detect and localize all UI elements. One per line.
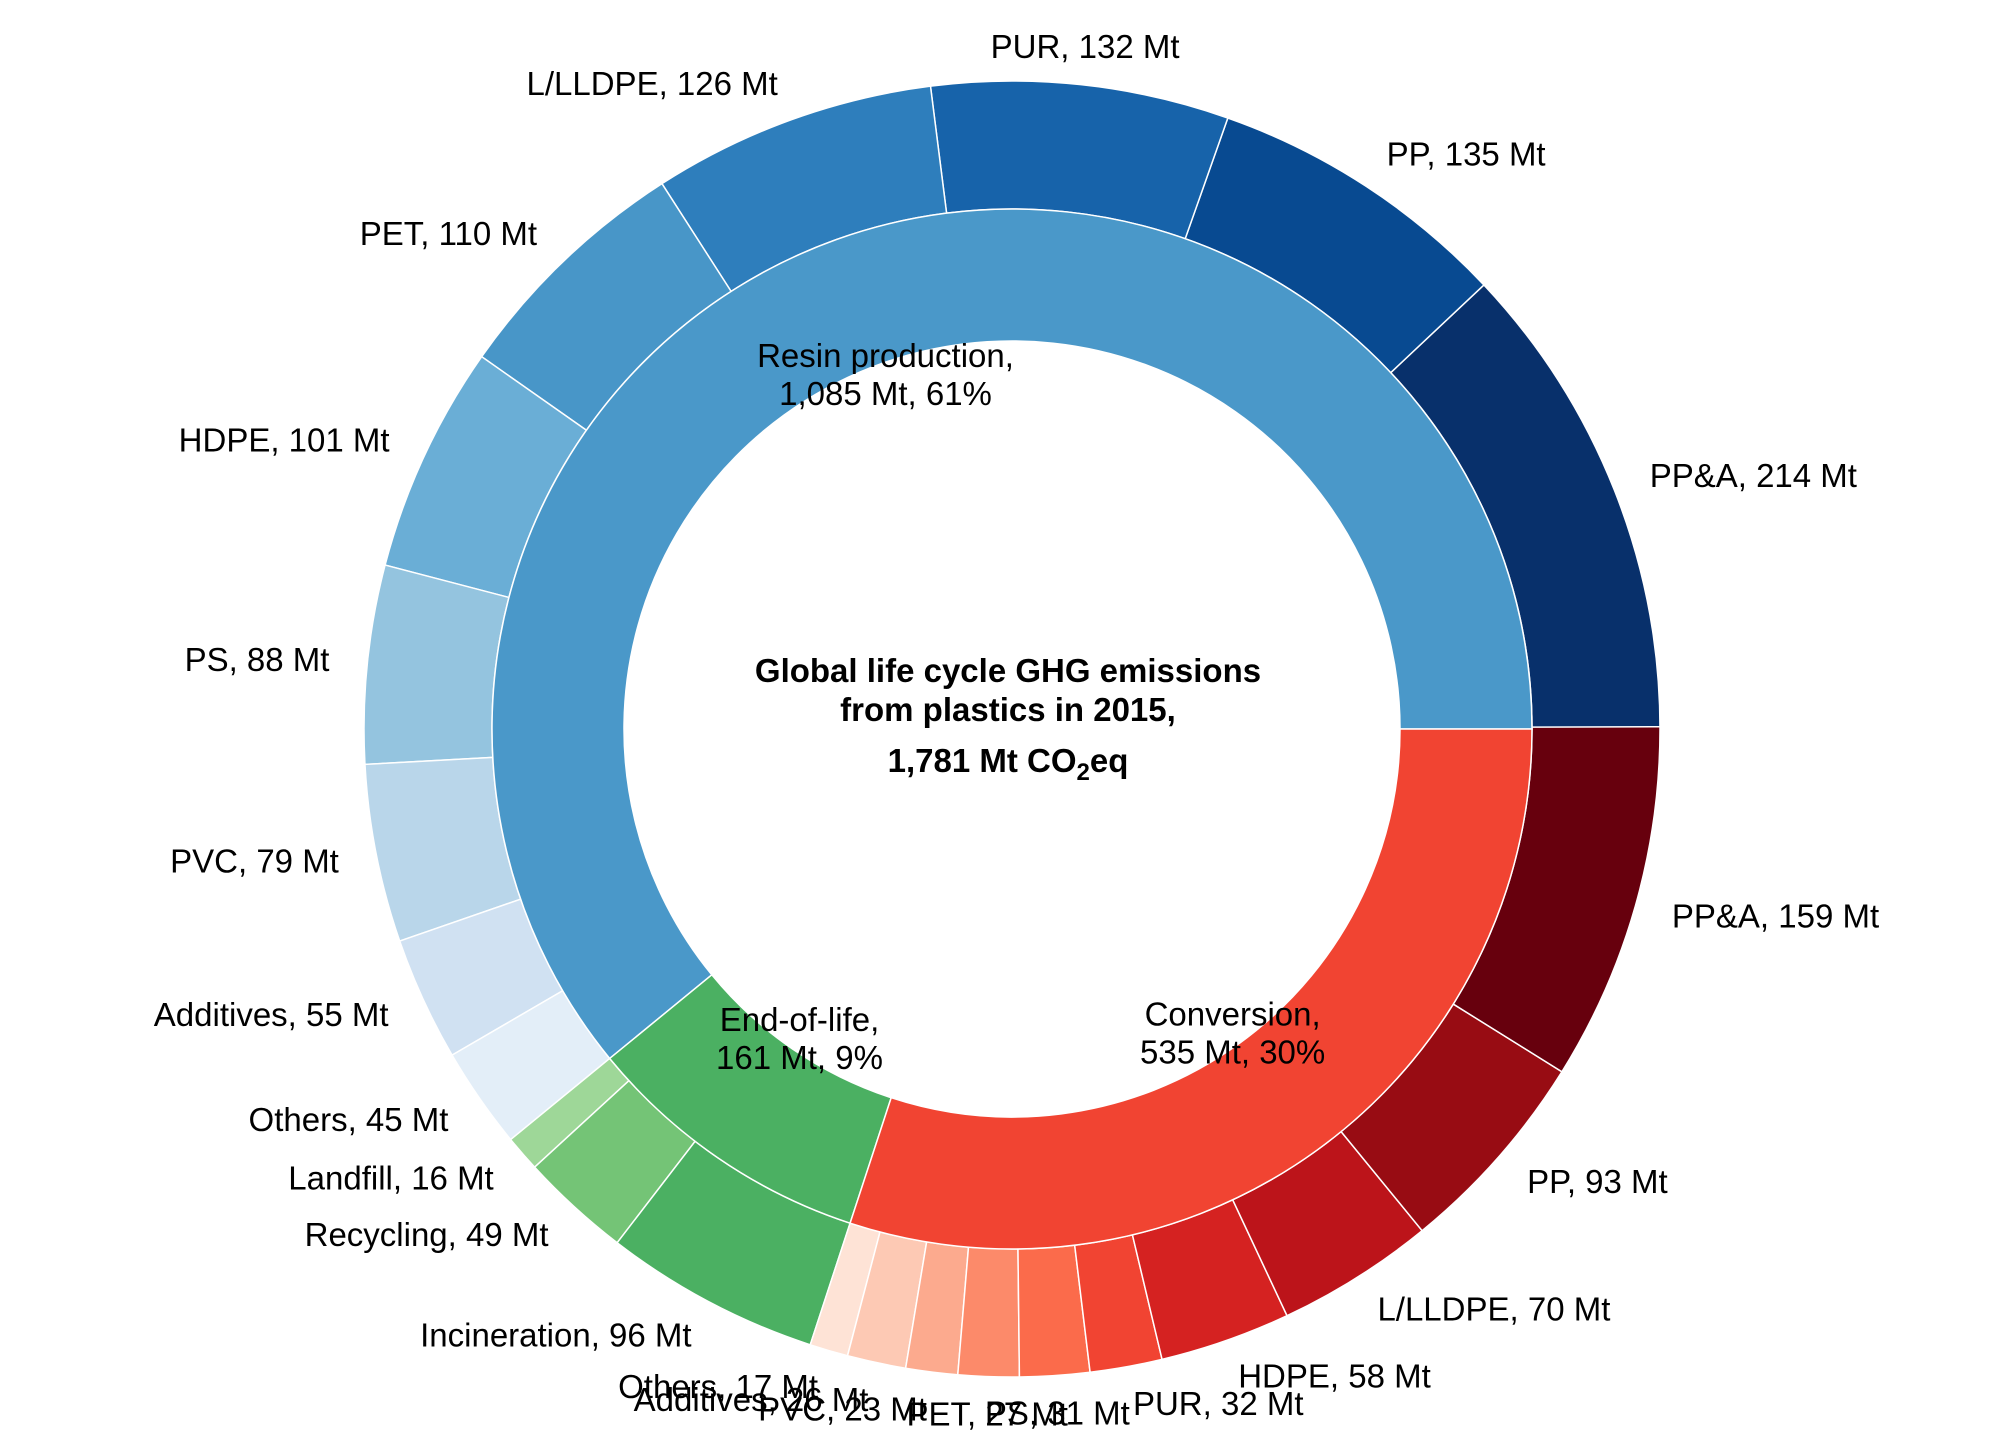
outer-label-resin-production-ps: PS, 88 Mt — [185, 641, 330, 678]
outer-label-conversion-l-lldpe: L/LLDPE, 70 Mt — [1377, 1291, 1610, 1328]
title-line-2: from plastics in 2015, — [840, 691, 1176, 728]
outer-label-conversion-pvc: PVC, 23 Mt — [758, 1391, 927, 1428]
title-line-1: Global life cycle GHG emissions — [755, 652, 1261, 689]
outer-label-conversion-hdpe: HDPE, 58 Mt — [1238, 1358, 1431, 1395]
title-line-3: 1,781 Mt CO2eq — [888, 742, 1129, 786]
outer-label-conversion-additives: Additives, 26 Mt — [634, 1381, 869, 1418]
title-total-suffix: eq — [1090, 742, 1129, 779]
outer-label-conversion-pp: PP, 93 Mt — [1527, 1163, 1668, 1200]
title-total-prefix: 1,781 Mt CO — [888, 742, 1077, 779]
outer-label-resin-production-others: Others, 45 Mt — [249, 1101, 449, 1138]
outer-label-resin-production-pet: PET, 110 Mt — [360, 215, 537, 252]
outer-slice-conversion-pet — [956, 1246, 1021, 1378]
outer-slice-resin-production-ps — [363, 564, 510, 766]
inner-slice-conversion — [849, 728, 1533, 1250]
outer-label-conversion-ppanda: PP&A, 159 Mt — [1672, 898, 1879, 935]
outer-label-resin-production-hdpe: HDPE, 101 Mt — [179, 422, 390, 459]
inner-labels: Resin production, 1,085 Mt, 61% End-of-lif… — [716, 337, 1325, 1076]
outer-label-end-of-life-landfill: Landfill, 16 Mt — [288, 1159, 493, 1196]
outer-label-end-of-life-recycling: Recycling, 49 Mt — [305, 1216, 549, 1253]
inner-label-end-of-life: End-of-life, 161 Mt, 9% — [716, 1001, 883, 1076]
outer-label-conversion-ps: PS, 31 Mt — [985, 1394, 1130, 1430]
outer-label-end-of-life-incineration: Incineration, 96 Mt — [420, 1317, 691, 1354]
inner-ring — [491, 208, 1533, 1250]
outer-label-resin-production-pur: PUR, 132 Mt — [991, 28, 1180, 65]
inner-label-conversion: Conversion, 535 Mt, 30% — [1140, 995, 1325, 1070]
outer-ring — [363, 80, 1661, 1378]
chart-title: Global life cycle GHG emissions from pla… — [755, 652, 1261, 786]
inner-label-resin-production: Resin production, 1,085 Mt, 61% — [757, 337, 1014, 412]
outer-label-resin-production-l-lldpe: L/LLDPE, 126 Mt — [527, 65, 778, 102]
outer-label-resin-production-ppanda: PP&A, 214 Mt — [1650, 457, 1857, 494]
outer-labels: PP&A, 214 Mt PP, 135 Mt PUR, 132 Mt L/LLDPE… — [154, 28, 1879, 1430]
inner-slice-resin-production — [491, 208, 1533, 1060]
outer-label-resin-production-pvc: PVC, 79 Mt — [170, 842, 339, 879]
outer-label-resin-production-pp: PP, 135 Mt — [1387, 135, 1546, 172]
outer-label-resin-production-additives: Additives, 55 Mt — [154, 996, 389, 1033]
title-total-subscript: 2 — [1077, 759, 1090, 786]
outer-label-conversion-pur: PUR, 32 Mt — [1133, 1385, 1304, 1422]
outer-label-conversion-pet: PET, 27 Mt — [907, 1396, 1068, 1430]
outer-label-conversion-others: Others, 17 Mt — [618, 1368, 818, 1405]
